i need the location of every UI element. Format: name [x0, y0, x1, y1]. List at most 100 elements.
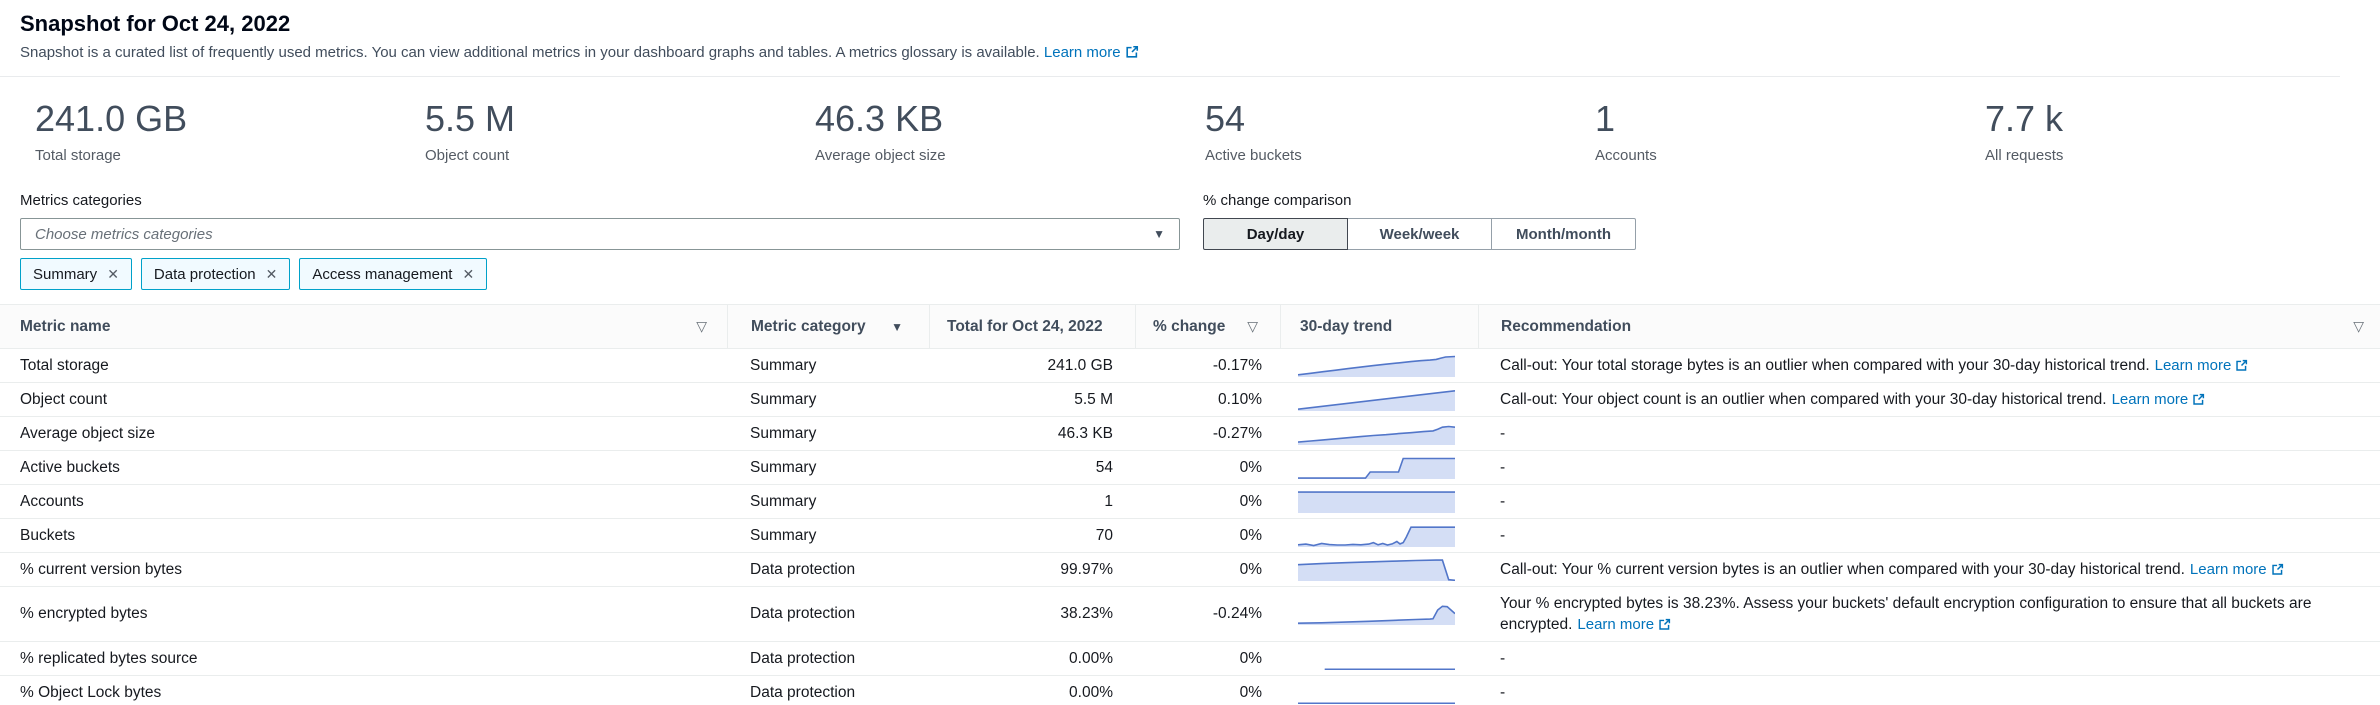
category-tokens: Summary ✕ Data protection ✕ Access manag…: [20, 258, 1180, 290]
recommendation-cell: -: [1478, 451, 2380, 484]
sort-descending-icon[interactable]: ▼: [891, 320, 903, 334]
stat-average-object-size: 46.3 KB Average object size: [780, 97, 1170, 165]
trend-sparkline: [1298, 559, 1455, 581]
trend-sparkline: [1298, 491, 1455, 513]
segment-day-day[interactable]: Day/day: [1203, 218, 1348, 250]
filter-icon[interactable]: ▽: [1247, 318, 1258, 335]
metric-name: % current version bytes: [0, 553, 727, 586]
trend-cell: [1280, 349, 1478, 382]
page-title: Snapshot for Oct 24, 2022: [20, 10, 2360, 37]
stat-active-buckets: 54 Active buckets: [1170, 97, 1560, 165]
dismiss-icon[interactable]: ✕: [266, 267, 278, 281]
trend-sparkline: [1298, 648, 1455, 670]
metric-category: Summary: [727, 519, 929, 552]
trend-sparkline: [1298, 682, 1455, 704]
stat-label: Object count: [425, 146, 780, 165]
table-row: Object count Summary 5.5 M 0.10% Call-ou…: [0, 383, 2380, 417]
token-label: Access management: [312, 266, 452, 283]
table-body: Total storage Summary 241.0 GB -0.17% Ca…: [0, 349, 2380, 705]
external-link-icon: [2235, 359, 2248, 372]
learn-more-link[interactable]: Learn more: [1577, 616, 1671, 633]
column-header-recommendation[interactable]: Recommendation ▽: [1478, 305, 2380, 348]
metric-total: 46.3 KB: [929, 417, 1135, 450]
filter-controls: Metrics categories Choose metrics catego…: [0, 191, 2380, 290]
column-header-trend: 30-day trend: [1280, 305, 1478, 348]
column-header-change[interactable]: % change ▽: [1135, 305, 1280, 348]
recommendation-cell: Your % encrypted bytes is 38.23%. Assess…: [1478, 587, 2380, 641]
learn-more-link[interactable]: Learn more: [2112, 391, 2206, 408]
token-access-management[interactable]: Access management ✕: [299, 258, 487, 290]
metric-change: 0%: [1135, 451, 1280, 484]
stat-value: 46.3 KB: [815, 97, 1170, 141]
trend-cell: [1280, 587, 1478, 641]
stat-label: Average object size: [815, 146, 1170, 165]
segment-month-month[interactable]: Month/month: [1491, 218, 1636, 250]
stat-label: Accounts: [1595, 146, 1950, 165]
page-header: Snapshot for Oct 24, 2022 Snapshot is a …: [0, 0, 2380, 76]
metrics-table: Metric name ▽ Metric category ▼ Total fo…: [0, 304, 2380, 705]
page-description: Snapshot is a curated list of frequently…: [20, 43, 2360, 62]
token-data-protection[interactable]: Data protection ✕: [141, 258, 290, 290]
segment-week-week[interactable]: Week/week: [1347, 218, 1492, 250]
metric-total: 38.23%: [929, 587, 1135, 641]
stat-label: All requests: [1985, 146, 2340, 165]
token-label: Data protection: [154, 266, 256, 283]
token-summary[interactable]: Summary ✕: [20, 258, 132, 290]
column-header-total[interactable]: Total for Oct 24, 2022: [929, 305, 1135, 348]
metric-total: 5.5 M: [929, 383, 1135, 416]
trend-cell: [1280, 417, 1478, 450]
token-label: Summary: [33, 266, 97, 283]
trend-sparkline: [1298, 389, 1455, 411]
recommendation-cell: Call-out: Your object count is an outlie…: [1478, 383, 2380, 416]
table-header-row: Metric name ▽ Metric category ▼ Total fo…: [0, 304, 2380, 349]
metric-name: % replicated bytes source: [0, 642, 727, 675]
table-row: Accounts Summary 1 0% -: [0, 485, 2380, 519]
metric-total: 70: [929, 519, 1135, 552]
dismiss-icon[interactable]: ✕: [462, 267, 474, 281]
metric-total: 0.00%: [929, 676, 1135, 705]
stat-total-storage: 241.0 GB Total storage: [0, 97, 390, 165]
metric-category: Summary: [727, 349, 929, 382]
metric-name: % encrypted bytes: [0, 587, 727, 641]
table-row: % replicated bytes source Data protectio…: [0, 642, 2380, 676]
recommendation-cell: Call-out: Your % current version bytes i…: [1478, 553, 2380, 586]
metric-category: Data protection: [727, 553, 929, 586]
metric-name: Accounts: [0, 485, 727, 518]
metrics-categories-select[interactable]: Choose metrics categories ▼: [20, 218, 1180, 250]
metric-total: 54: [929, 451, 1135, 484]
table-row: Average object size Summary 46.3 KB -0.2…: [0, 417, 2380, 451]
dismiss-icon[interactable]: ✕: [107, 267, 119, 281]
learn-more-link[interactable]: Learn more: [2190, 561, 2284, 578]
external-link-icon: [2192, 393, 2205, 406]
metric-category: Summary: [727, 383, 929, 416]
metric-category: Data protection: [727, 587, 929, 641]
recommendation-cell: -: [1478, 417, 2380, 450]
change-comparison-control: % change comparison Day/day Week/week Mo…: [1203, 191, 1636, 290]
column-header-metric-category[interactable]: Metric category ▼: [727, 305, 929, 348]
trend-cell: [1280, 519, 1478, 552]
header-learn-more-link[interactable]: Learn more: [1044, 44, 1139, 61]
metric-category: Summary: [727, 485, 929, 518]
metrics-categories-control: Metrics categories Choose metrics catego…: [20, 191, 1180, 290]
trend-sparkline: [1298, 525, 1455, 547]
metrics-categories-label: Metrics categories: [20, 191, 1180, 210]
metric-change: 0%: [1135, 519, 1280, 552]
stats-strip: 241.0 GB Total storage 5.5 M Object coun…: [0, 76, 2340, 191]
filter-icon[interactable]: ▽: [696, 318, 707, 335]
metric-total: 1: [929, 485, 1135, 518]
metric-total: 0.00%: [929, 642, 1135, 675]
page-description-text: Snapshot is a curated list of frequently…: [20, 44, 1040, 61]
metric-change: 0.10%: [1135, 383, 1280, 416]
trend-cell: [1280, 553, 1478, 586]
stat-object-count: 5.5 M Object count: [390, 97, 780, 165]
stat-all-requests: 7.7 k All requests: [1950, 97, 2340, 165]
filter-icon[interactable]: ▽: [2353, 318, 2364, 335]
metric-name: Active buckets: [0, 451, 727, 484]
stat-value: 241.0 GB: [35, 97, 390, 141]
metric-change: -0.24%: [1135, 587, 1280, 641]
table-row: % current version bytes Data protection …: [0, 553, 2380, 587]
column-header-metric-name[interactable]: Metric name ▽: [0, 305, 727, 348]
metric-category: Summary: [727, 417, 929, 450]
learn-more-link[interactable]: Learn more: [2155, 357, 2249, 374]
metric-name: Total storage: [0, 349, 727, 382]
